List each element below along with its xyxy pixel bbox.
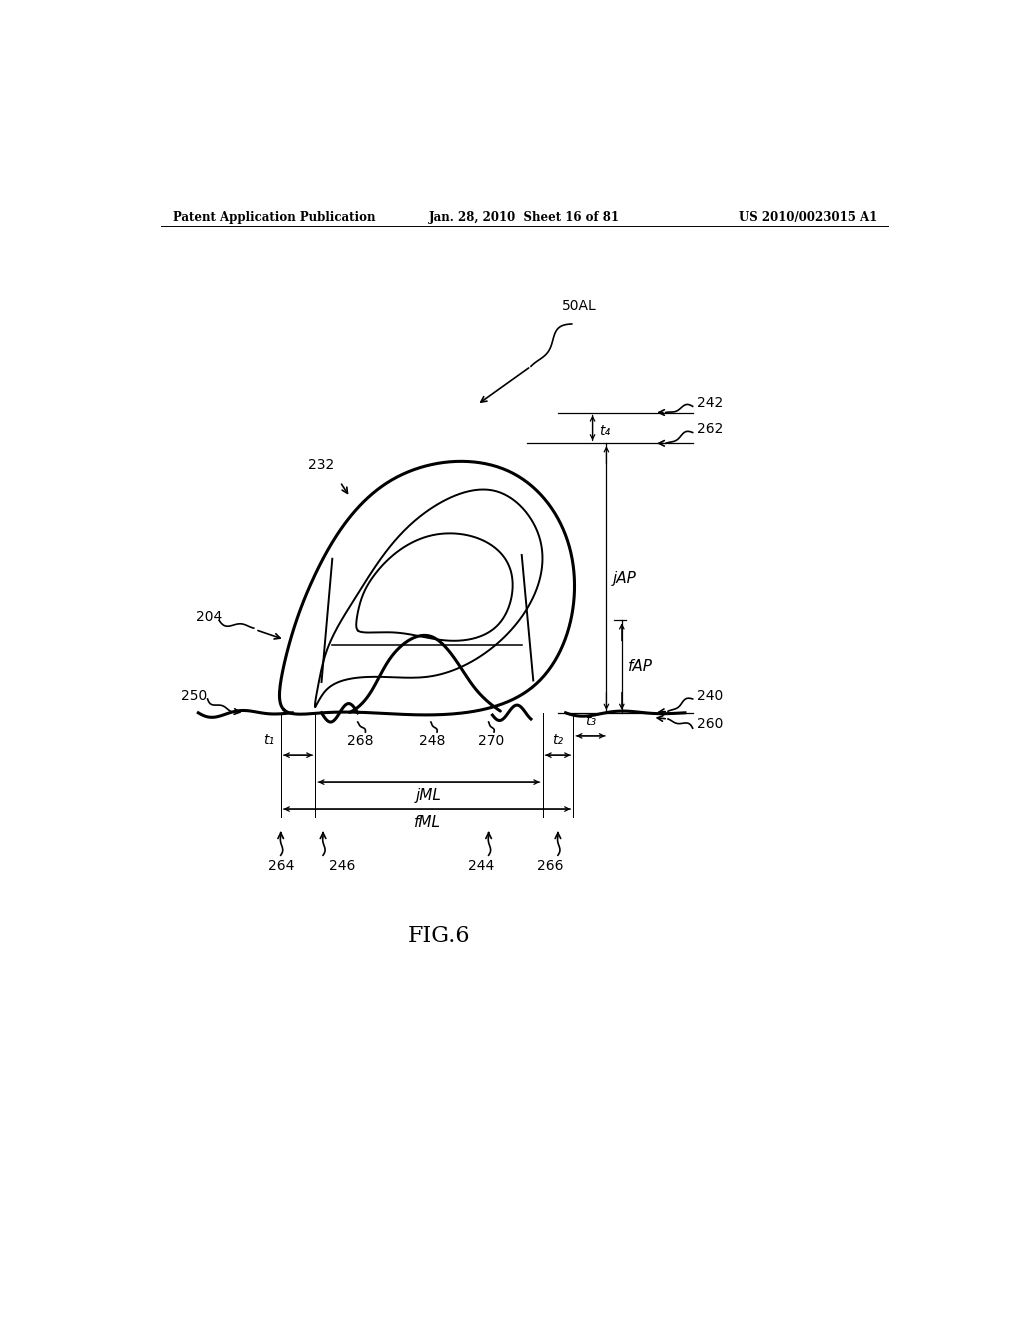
Text: Patent Application Publication: Patent Application Publication	[173, 211, 376, 224]
Text: 240: 240	[696, 689, 723, 702]
Text: 248: 248	[419, 734, 445, 748]
Text: 244: 244	[468, 859, 494, 873]
Text: 50AL: 50AL	[562, 300, 597, 313]
Text: 232: 232	[307, 458, 334, 471]
Text: fAP: fAP	[628, 659, 653, 675]
Text: 250: 250	[180, 689, 207, 702]
Text: US 2010/0023015 A1: US 2010/0023015 A1	[739, 211, 878, 224]
Text: 204: 204	[196, 610, 222, 623]
Text: 246: 246	[329, 859, 355, 873]
Text: t₃: t₃	[585, 714, 596, 729]
Text: t₁: t₁	[263, 734, 274, 747]
Text: t₄: t₄	[599, 424, 610, 438]
Text: t₂: t₂	[552, 734, 563, 747]
Text: jAP: jAP	[612, 570, 637, 586]
Text: 242: 242	[696, 396, 723, 411]
Text: Jan. 28, 2010  Sheet 16 of 81: Jan. 28, 2010 Sheet 16 of 81	[429, 211, 621, 224]
Text: 264: 264	[267, 859, 294, 873]
Text: FIG.6: FIG.6	[408, 925, 470, 948]
Text: jML: jML	[416, 788, 441, 804]
Text: 262: 262	[696, 422, 723, 437]
Text: 266: 266	[537, 859, 563, 873]
Text: fML: fML	[414, 816, 440, 830]
Text: 268: 268	[347, 734, 374, 748]
Text: 270: 270	[478, 734, 504, 748]
Text: 260: 260	[696, 717, 723, 731]
